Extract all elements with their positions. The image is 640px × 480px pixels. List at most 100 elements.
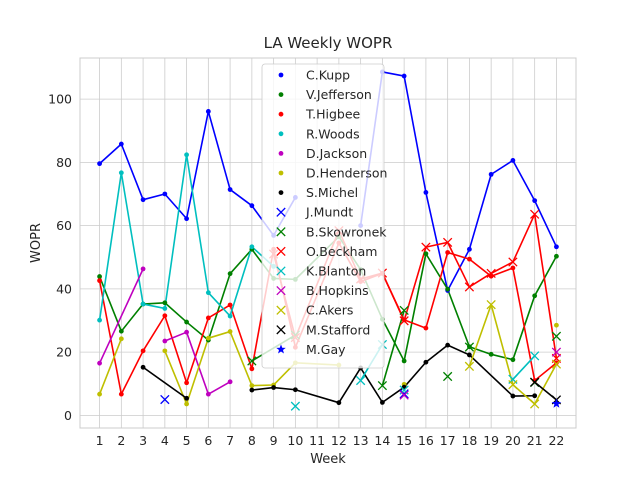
x-tick-label: 5 (183, 433, 191, 448)
y-tick-label: 80 (56, 155, 72, 170)
data-point-d-jackson (97, 360, 102, 366)
data-point-d-jackson (162, 338, 168, 344)
data-point-t-higbee (97, 278, 102, 284)
data-point-j-mundt (160, 394, 170, 405)
data-point-d-henderson (184, 401, 189, 407)
legend-label: K.Blanton (306, 264, 366, 279)
legend-marker-t-higbee (278, 111, 284, 117)
data-point-s-michel (140, 364, 146, 370)
x-tick-label: 4 (161, 433, 169, 448)
data-point-s-michel (292, 387, 298, 393)
legend-label: T.Higbee (305, 107, 361, 122)
data-point-c-akers (486, 300, 496, 310)
data-point-c-kupp (205, 109, 211, 114)
legend-marker-j-mundt (276, 207, 286, 217)
x-tick-label: 16 (418, 433, 434, 448)
data-point-d-henderson (97, 391, 102, 397)
legend: C.Kupp V.Jefferson T.Higbee R.Woods D.Jackso… (261, 63, 387, 369)
legend-marker-k-blanton (276, 266, 286, 276)
legend-label: R.Woods (306, 126, 360, 141)
data-point-b-hopkins (551, 347, 562, 357)
data-point-t-higbee (184, 380, 189, 386)
data-point-o-beckham (442, 237, 453, 248)
y-axis-label: WOPR (29, 223, 44, 263)
data-point-v-jefferson (488, 351, 494, 357)
data-point-s-michel (336, 400, 342, 406)
legend-label: M.Gay (306, 342, 346, 357)
legend-marker-o-beckham (276, 246, 286, 257)
legend-label: B.Skowronek (306, 224, 387, 239)
data-point-c-kupp (162, 191, 168, 197)
x-axis-label: Week (310, 452, 346, 467)
legend-marker-r-woods (278, 131, 284, 137)
x-tick-label: 20 (505, 433, 521, 448)
data-point-k-blanton (530, 351, 540, 361)
legend-marker-b-hopkins (276, 285, 286, 296)
data-point-t-higbee (510, 265, 516, 271)
legend-label: O.Beckham (306, 244, 377, 259)
data-point-j-mundt (399, 389, 409, 399)
legend-label: C.Kupp (306, 68, 350, 83)
legend-label: J.Mundt (305, 205, 353, 220)
data-point-c-kupp (510, 158, 516, 163)
x-tick-label: 3 (139, 433, 147, 448)
legend-label: V.Jefferson (306, 87, 372, 102)
data-point-c-akers (530, 399, 540, 409)
data-point-t-higbee (554, 360, 559, 366)
data-point-b-skowronek (551, 331, 562, 341)
y-tick-label: 20 (56, 345, 72, 360)
data-point-r-woods (205, 290, 211, 296)
data-point-t-higbee (445, 250, 451, 255)
series-line-d-jackson (98, 268, 231, 395)
legend-marker-d-jackson (278, 151, 284, 156)
data-point-v-jefferson (554, 253, 559, 259)
data-point-v-jefferson (423, 251, 429, 257)
x-tick-label: 14 (374, 433, 390, 448)
x-tick-label: 11 (309, 433, 325, 448)
data-point-v-jefferson (532, 293, 538, 299)
legend-label: D.Henderson (306, 166, 387, 181)
data-point-t-higbee (467, 256, 472, 262)
x-tick-label: 7 (226, 433, 234, 448)
data-point-m-gay (551, 398, 562, 408)
data-point-b-skowronek (464, 342, 475, 352)
x-tick-label: 15 (396, 433, 412, 448)
data-point-r-woods (97, 317, 102, 323)
data-point-c-kupp (554, 244, 559, 250)
data-point-v-jefferson (162, 300, 168, 306)
legend-box (261, 63, 385, 369)
data-point-s-michel (510, 393, 516, 399)
data-point-o-beckham (530, 209, 540, 219)
data-point-v-jefferson (184, 319, 189, 325)
legend-marker-c-akers (276, 305, 286, 315)
legend-label: S.Michel (306, 185, 358, 200)
legend-marker-v-jefferson (278, 92, 284, 97)
data-point-d-henderson (249, 383, 255, 389)
axes-frame (79, 57, 577, 429)
data-point-c-akers (464, 361, 475, 371)
data-point-r-woods (162, 306, 168, 311)
data-point-c-akers (508, 380, 518, 390)
data-point-v-jefferson (97, 274, 102, 279)
data-point-t-higbee (140, 348, 146, 354)
data-point-c-kupp (184, 216, 189, 222)
legend-marker-b-skowronek (276, 227, 286, 237)
data-point-t-higbee (423, 325, 429, 331)
y-tick-label: 40 (56, 281, 72, 296)
data-point-c-kupp (401, 73, 407, 79)
axes-border (79, 57, 577, 429)
data-point-o-beckham (421, 242, 431, 252)
data-point-r-woods (249, 244, 255, 250)
x-tick-label: 9 (270, 433, 278, 448)
data-point-s-michel (445, 342, 451, 348)
data-point-m-stafford (530, 377, 540, 387)
x-tick-label: 6 (204, 433, 212, 448)
legend-marker-c-kupp (278, 72, 284, 78)
legend-marker-s-michel (278, 190, 284, 196)
legend-label: B.Hopkins (306, 283, 369, 298)
data-point-s-michel (379, 399, 385, 405)
data-point-v-jefferson (510, 357, 516, 363)
data-point-d-henderson (554, 322, 559, 328)
data-point-b-skowronek (399, 305, 409, 316)
